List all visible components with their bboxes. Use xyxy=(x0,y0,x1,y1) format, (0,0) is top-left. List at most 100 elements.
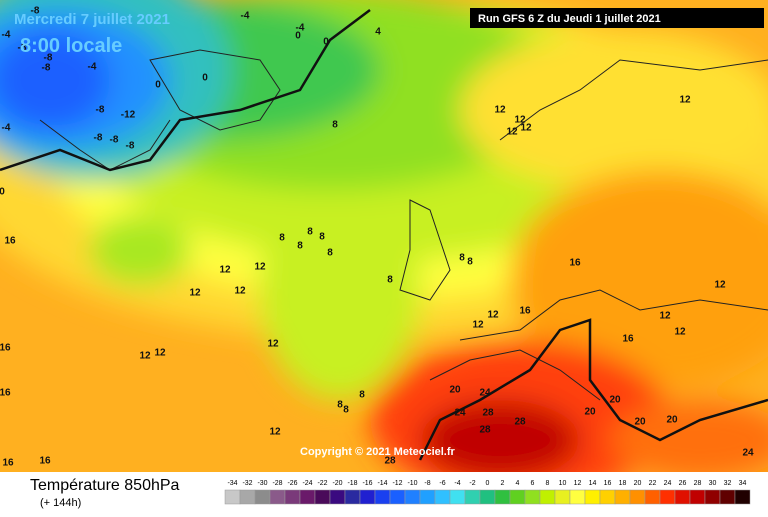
scale-label: 8 xyxy=(546,480,550,487)
scale-label: -14 xyxy=(377,480,387,487)
isotherm-label: 20 xyxy=(609,395,621,406)
scale-label: 0 xyxy=(486,480,490,487)
scale-label: -34 xyxy=(227,480,237,487)
isotherm-label: -4 xyxy=(2,123,11,134)
scale-swatch xyxy=(329,489,346,505)
scale-label: -30 xyxy=(257,480,267,487)
isotherm-label: 12 xyxy=(139,351,151,362)
isotherm-label: 20 xyxy=(449,385,461,396)
scale-label: -18 xyxy=(347,480,357,487)
isotherm-label: 12 xyxy=(659,311,671,322)
isotherm-label: 16 xyxy=(569,258,581,269)
legend-title: Température 850hPa xyxy=(30,477,180,494)
scale-label: -32 xyxy=(242,480,252,487)
scale-swatch xyxy=(359,489,376,505)
isotherm-labels: -8-4-8-8-8 -4-12-4-8-8 -8-8-4-400400012121… xyxy=(0,6,754,469)
scale-swatch xyxy=(314,489,331,505)
scale-label: -8 xyxy=(424,480,430,487)
scale-label: 34 xyxy=(739,480,747,487)
scale-label: -24 xyxy=(302,480,312,487)
isotherm-label: -4 xyxy=(88,62,97,73)
scale-label: 26 xyxy=(679,480,687,487)
isotherm-label: -4 xyxy=(241,11,250,22)
isotherm-label: -4 xyxy=(296,23,305,34)
isotherm-label: 12 xyxy=(494,105,506,116)
scale-swatch xyxy=(704,489,721,505)
scale-swatch xyxy=(719,489,736,505)
isotherm-label: 0 xyxy=(295,31,301,42)
isotherm-label: 8 xyxy=(343,405,349,416)
scale-label: 14 xyxy=(589,480,597,487)
isotherm-label: -8 xyxy=(94,133,103,144)
scale-swatch xyxy=(479,489,496,505)
isotherm-label: 8 xyxy=(319,232,325,243)
scale-swatch xyxy=(224,489,241,505)
scale-swatch xyxy=(269,489,286,505)
isotherm-label: 28 xyxy=(482,408,494,419)
scale-label: 22 xyxy=(649,480,657,487)
valid-time: 8:00 locale xyxy=(20,35,122,57)
scale-label: -28 xyxy=(272,480,282,487)
isotherm-label: -8 xyxy=(126,141,135,152)
isotherm-label: 12 xyxy=(520,123,532,134)
scale-label: -16 xyxy=(362,480,372,487)
scale-label: -12 xyxy=(392,480,402,487)
isotherm-label: 12 xyxy=(514,115,526,126)
isotherm-label: 12 xyxy=(234,286,246,297)
scale-swatch xyxy=(509,489,526,505)
scale-swatch xyxy=(674,489,691,505)
isotherm-label: 8 xyxy=(307,227,313,238)
isotherm-label: 20 xyxy=(584,407,596,418)
scale-swatch xyxy=(734,489,751,505)
isotherm-label: 12 xyxy=(254,262,266,273)
isotherm-label: 8 xyxy=(359,390,365,401)
isotherm-label: 16 xyxy=(2,458,14,469)
scale-swatch xyxy=(449,489,466,505)
isotherm-label: 16 xyxy=(622,334,634,345)
scale-label: -6 xyxy=(439,480,445,487)
isotherm-label: 28 xyxy=(479,425,491,436)
scale-swatch xyxy=(284,489,301,505)
isotherm-label: 0 xyxy=(155,80,161,91)
scale-label: 30 xyxy=(709,480,717,487)
isotherm-label: 12 xyxy=(679,95,691,106)
isotherm-label: 12 xyxy=(267,339,279,350)
scale-swatch xyxy=(344,489,361,505)
scale-swatch xyxy=(659,489,676,505)
color-scale: -34 -32 -30 -28 -26 -24 -22 -20 -18 -16 -14 -12 -10-… xyxy=(224,480,751,505)
isotherm-label: 8 xyxy=(327,248,333,259)
isotherm-label: 8 xyxy=(459,253,465,264)
scale-swatch xyxy=(374,489,391,505)
scale-label: 20 xyxy=(634,480,642,487)
scale-label: -2 xyxy=(469,480,475,487)
scale-label: -20 xyxy=(332,480,342,487)
scale-label: -26 xyxy=(287,480,297,487)
scale-label: 18 xyxy=(619,480,627,487)
scale-swatch xyxy=(629,489,646,505)
scale-label: 2 xyxy=(501,480,505,487)
valid-date: Mercredi 7 juillet 2021 xyxy=(14,11,170,28)
isotherm-label: 8 xyxy=(387,275,393,286)
isotherm-label: 16 xyxy=(0,343,11,354)
isotherm-label: 0 xyxy=(0,187,5,198)
scale-swatch xyxy=(299,489,316,505)
scale-swatch xyxy=(689,489,706,505)
isotherm-label: 28 xyxy=(514,417,526,428)
scale-swatch xyxy=(389,489,406,505)
isotherm-label: 24 xyxy=(742,448,754,459)
scale-swatch xyxy=(584,489,601,505)
scale-swatch xyxy=(494,489,511,505)
scale-label: 12 xyxy=(574,480,582,487)
isotherm-label: 8 xyxy=(279,233,285,244)
isotherm-label: 8 xyxy=(297,241,303,252)
isotherm-label: -8 xyxy=(110,135,119,146)
isotherm-label: 0 xyxy=(323,37,329,48)
isotherm-label: 12 xyxy=(714,280,726,291)
isotherm-label: -8 xyxy=(44,53,53,64)
isotherm-label: -8 xyxy=(96,105,105,116)
scale-swatch xyxy=(554,489,571,505)
isotherm-label: 8 xyxy=(337,400,343,411)
isotherm-label: 28 xyxy=(384,456,396,467)
scale-swatch xyxy=(599,489,616,505)
isotherm-label: 12 xyxy=(487,310,499,321)
